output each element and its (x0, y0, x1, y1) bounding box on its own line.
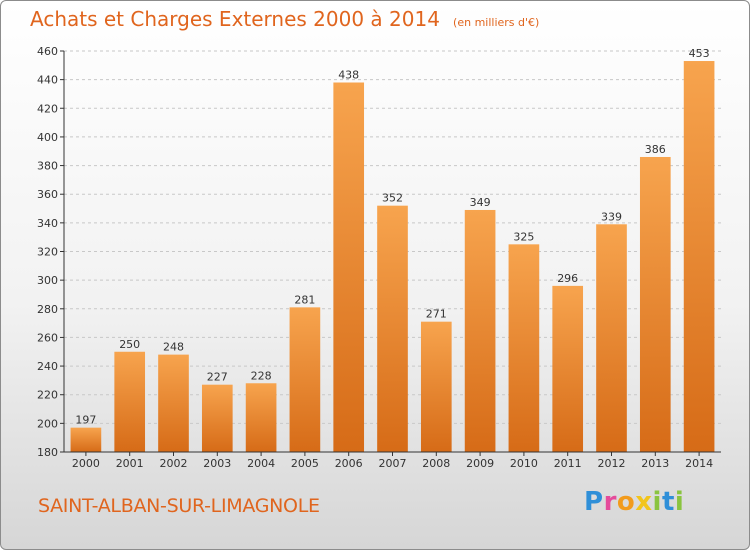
logo-letter: i (674, 487, 685, 517)
y-tick-label: 320 (37, 246, 58, 259)
y-tick-label: 260 (37, 331, 58, 344)
bar-value-label: 250 (119, 338, 140, 351)
bar (201, 384, 233, 452)
y-tick-label: 420 (37, 102, 58, 115)
bar-value-label: 386 (645, 143, 666, 156)
x-tick-label: 2009 (466, 457, 494, 470)
bar-value-label: 296 (557, 272, 578, 285)
bar-value-label: 339 (601, 210, 622, 223)
bar-value-label: 271 (426, 308, 447, 321)
bar (508, 244, 540, 452)
y-tick-label: 440 (37, 74, 58, 87)
bar-value-label: 438 (338, 69, 359, 82)
proxiti-logo[interactable]: Proxiti (584, 487, 684, 517)
x-tick-label: 2004 (247, 457, 275, 470)
y-tick-label: 240 (37, 360, 58, 373)
bar (333, 82, 365, 452)
bar (70, 427, 102, 452)
bar (596, 224, 627, 452)
bar (245, 383, 277, 452)
bar (114, 351, 146, 452)
bar-value-label: 227 (207, 371, 228, 384)
x-tick-label: 2005 (291, 457, 319, 470)
logo-letter: t (661, 487, 675, 517)
x-tick-label: 2002 (160, 457, 188, 470)
bar-value-label: 453 (689, 47, 710, 60)
x-tick-label: 2007 (379, 457, 407, 470)
title-row: Achats et Charges Externes 2000 à 2014 (… (30, 7, 539, 31)
x-tick-label: 2012 (598, 457, 626, 470)
y-tick-label: 180 (37, 446, 58, 459)
logo-letter: r (603, 487, 617, 517)
y-tick-label: 280 (37, 303, 58, 316)
x-tick-label: 2000 (72, 457, 100, 470)
bar-value-label: 349 (470, 196, 491, 209)
y-tick-label: 360 (37, 188, 58, 201)
x-tick-label: 2008 (422, 457, 450, 470)
bar-value-label: 197 (75, 414, 96, 427)
y-tick-label: 380 (37, 160, 58, 173)
y-tick-label: 200 (37, 417, 58, 430)
chart-title: Achats et Charges Externes 2000 à 2014 (30, 7, 440, 31)
x-tick-label: 2011 (554, 457, 582, 470)
bar (552, 285, 584, 452)
y-tick-label: 400 (37, 131, 58, 144)
commune-name: SAINT-ALBAN-SUR-LIMAGNOLE (38, 495, 320, 517)
bar-value-label: 281 (294, 293, 315, 306)
logo-letter: i (652, 487, 662, 517)
bar (289, 307, 321, 452)
bar-value-label: 352 (382, 192, 403, 205)
y-tick-label: 340 (37, 217, 58, 230)
bar (464, 209, 496, 452)
y-tick-label: 460 (37, 45, 58, 58)
bar (377, 205, 408, 452)
bar (683, 61, 715, 453)
logo-letter: P (584, 487, 604, 517)
bar-value-label: 248 (163, 341, 184, 354)
bar (420, 321, 452, 452)
x-tick-label: 2013 (641, 457, 669, 470)
x-tick-label: 2003 (203, 457, 231, 470)
bar (158, 354, 189, 452)
bar-value-label: 228 (251, 369, 272, 382)
x-tick-label: 2010 (510, 457, 538, 470)
x-tick-label: 2001 (116, 457, 144, 470)
logo-letter: o (616, 487, 636, 517)
y-tick-label: 300 (37, 274, 58, 287)
chart-subtitle: (en milliers d'€) (453, 16, 540, 29)
x-tick-label: 2006 (335, 457, 363, 470)
bar (639, 156, 671, 452)
logo-letter: x (635, 487, 653, 517)
x-tick-label: 2014 (685, 457, 713, 470)
y-tick-label: 220 (37, 389, 58, 402)
bar-value-label: 325 (513, 230, 534, 243)
